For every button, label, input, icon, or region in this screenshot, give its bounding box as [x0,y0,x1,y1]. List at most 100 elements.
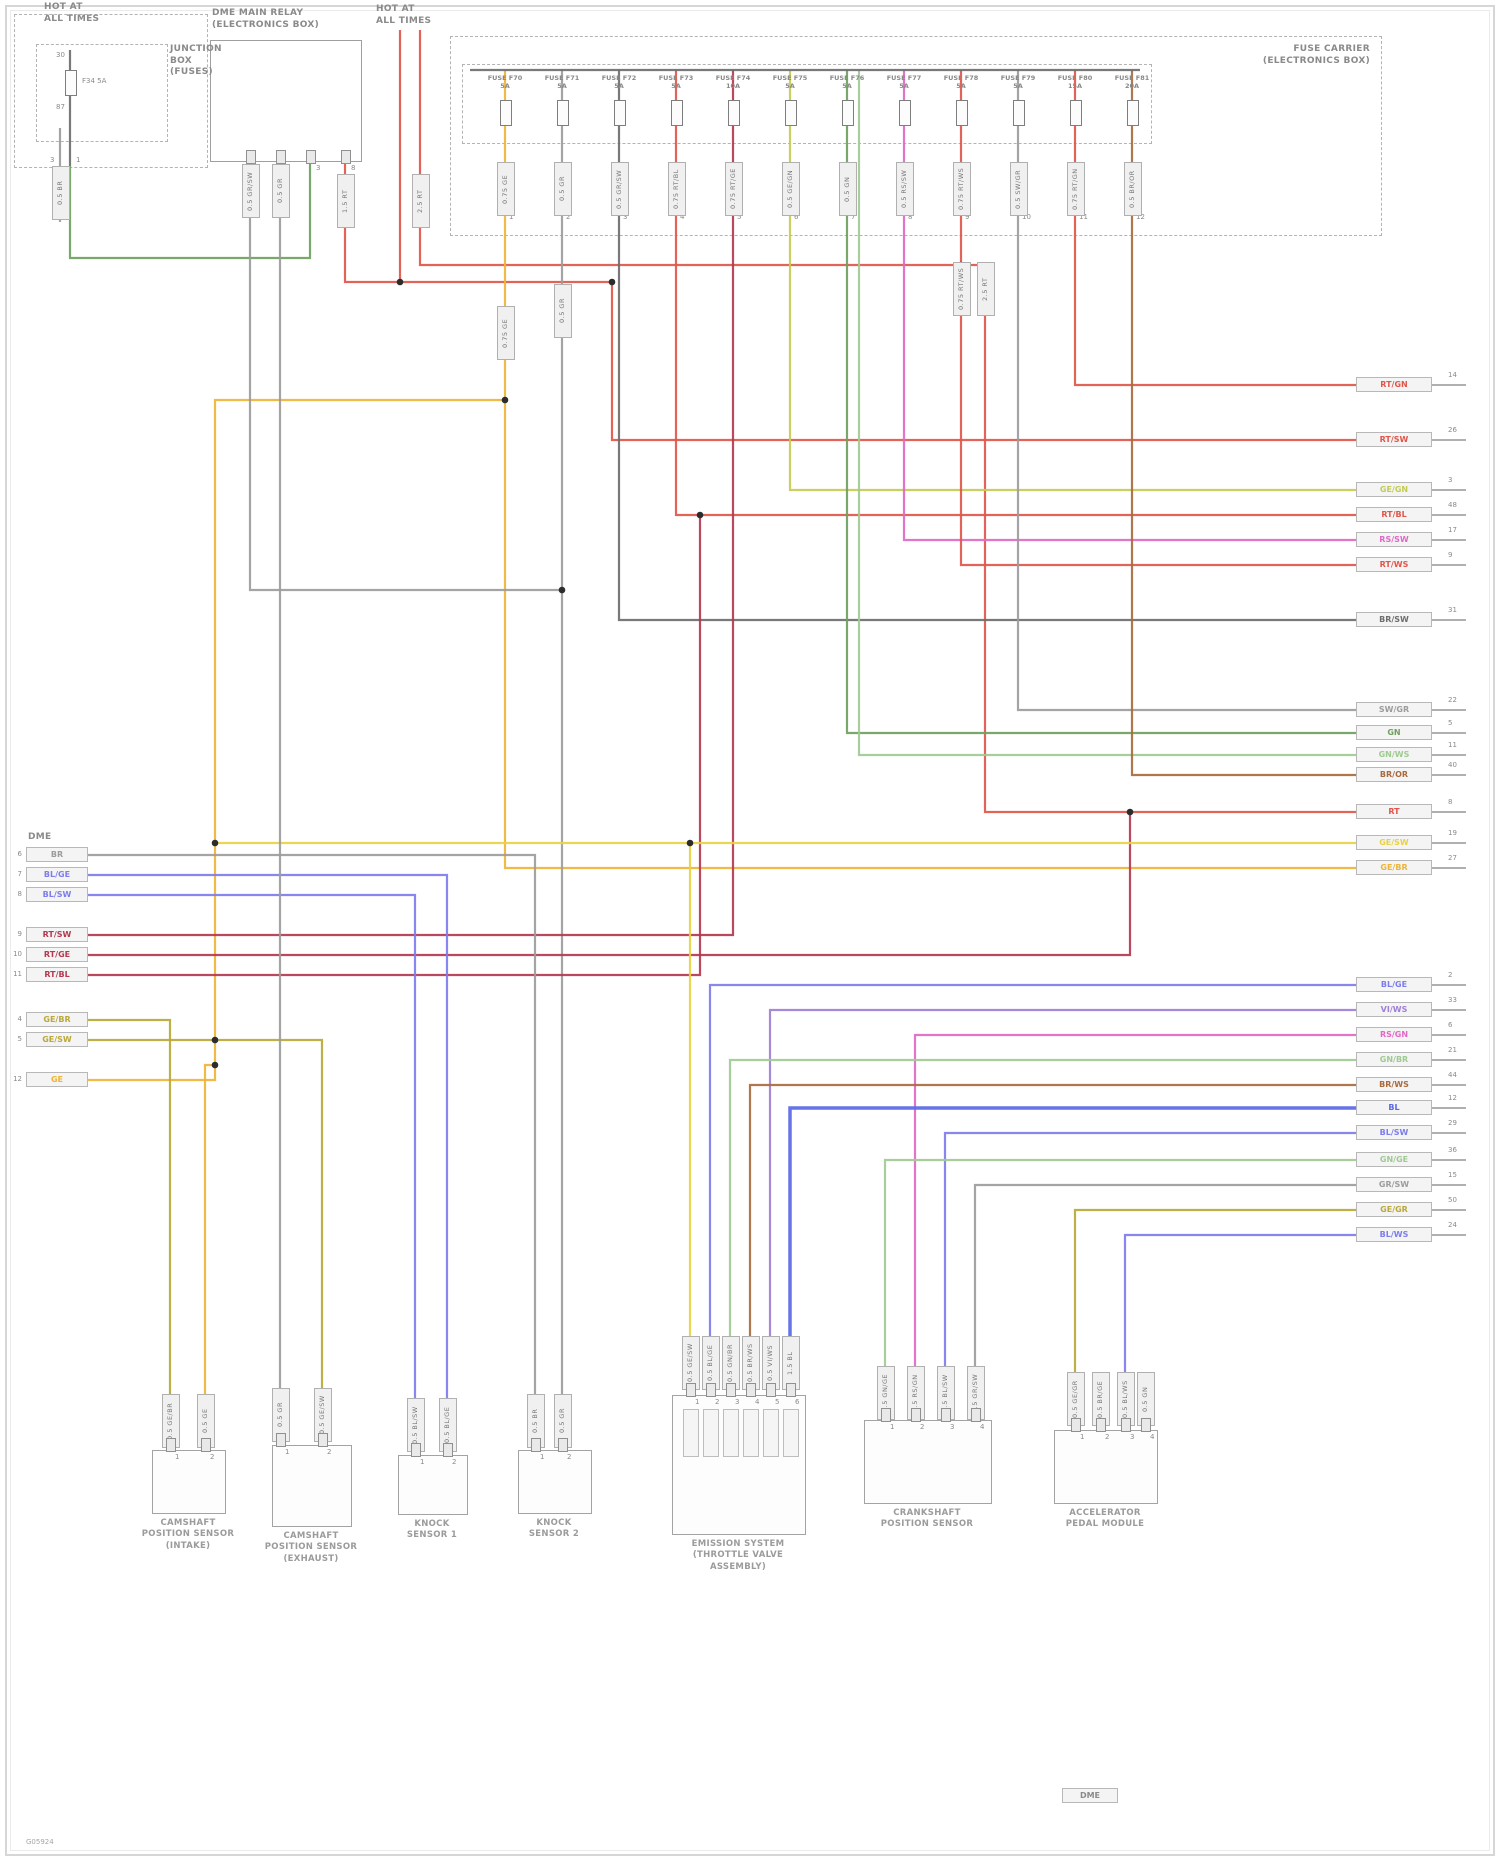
knock-sensor-2-caption-line-1: SENSOR 2 [528,1529,580,1540]
throttle-valve-assembly-pin-5 [786,1383,796,1397]
fuse-pin-number-8: 9 [965,213,970,221]
camshaft-position-sensor-exhaust-caption: CAMSHAFT POSITION SENSOR (EXHAUST) [250,1531,372,1565]
fuse-pin-number-9: 10 [1022,213,1031,221]
accelerator-pedal-module-pin-number-1: 2 [1105,1433,1110,1441]
junction-box-inner-outline [36,44,168,142]
wire-ge-8 [203,1063,215,1450]
wire-blt-37 [788,1106,1362,1395]
right-label-pin-15: 33 [1448,996,1457,1004]
wire-ge-6 [503,70,1362,870]
throttle-valve-assembly-slot-3 [743,1409,759,1457]
wire-gnl-39 [883,1158,1362,1420]
fuse-pin-number-4: 5 [737,213,742,221]
fuse-amps: 5A [785,82,795,91]
knock-sensor-2-pin-number-1: 2 [567,1453,572,1461]
fuse-name: FUSE F74 [715,74,751,82]
wire-rt-18 [959,70,1362,567]
fuse-symbol-0 [500,100,512,126]
junction-box-title-line1: JUNCTION [170,44,222,54]
wire-gauge-label-5: 0.75 GE [497,162,515,216]
right-label-pin-17: 21 [1448,1046,1457,1054]
accelerator-pedal-module-pin-number-2: 3 [1130,1433,1135,1441]
fuse-amps: 5A [1013,82,1023,91]
throttle-valve-assembly-pin-3 [746,1383,756,1397]
relay-header-line2: (ELECTRONICS BOX) [212,19,320,30]
throttle-valve-assembly-pin-2 [726,1383,736,1397]
throttle-valve-assembly-pin-0 [686,1383,696,1397]
fuse-label-2: FUSE F72 5A [593,74,645,90]
fuse-label-4: FUSE F74 10A [707,74,759,90]
accelerator-pedal-module-pin-3 [1141,1418,1151,1432]
camshaft-position-sensor-exhaust-caption-line-2: (EXHAUST) [283,1553,339,1564]
fuse-name: FUSE F79 [1000,74,1036,82]
junction-box-header: HOT AT ALL TIMES [44,2,99,25]
right-wire-label-3: RT/BL [1356,507,1432,522]
wire-br-21 [1130,70,1362,777]
wire-gauge-label-20: 2.5 RT [977,262,995,316]
fuse-amps: 5A [557,82,567,91]
knock-sensor-1-caption-line-1: SENSOR 1 [406,1530,458,1541]
fuse-symbol-8 [956,100,968,126]
right-wire-label-15: VI/WS [1356,1002,1432,1017]
wire-bl-27 [88,873,449,1455]
fuse-name: FUSE F77 [886,74,922,82]
left-wire-label-2: BL/SW [26,887,88,902]
knock-sensor-2-pin-0 [531,1438,541,1452]
right-label-pin-13: 27 [1448,854,1457,862]
right-label-stub-0 [1432,384,1466,386]
right-label-stub-10 [1432,774,1466,776]
wire-gr-10 [248,160,562,592]
knock-sensor-2 [518,1450,592,1514]
fuse-label-11: FUSE F81 20A [1106,74,1158,90]
wire-grd-11 [617,70,1362,622]
knock-sensor-2-pin-1 [558,1438,568,1452]
fuse-symbol-9 [1013,100,1025,126]
throttle-valve-assembly-slot-4 [763,1409,779,1457]
wire-gauge-label-0: 0.5 BR [52,166,70,220]
knock-sensor-1-pin-number-0: 1 [420,1458,425,1466]
right-label-pin-7: 22 [1448,696,1457,704]
fuse-symbol-11 [1127,100,1139,126]
right-label-pin-18: 44 [1448,1071,1457,1079]
throttle-valve-assembly-pin-4 [766,1383,776,1397]
crankshaft-position-sensor-pin-number-3: 4 [980,1423,985,1431]
wire-gauge-label-31: 0.5 GN/BR [722,1336,740,1390]
fuse-pin-number-7: 8 [908,213,913,221]
junction-box-pin-a: 3 [50,156,55,164]
left-wire-label-4: RT/GE [26,947,88,962]
right-label-pin-5: 9 [1448,551,1453,559]
right-label-stub-15 [1432,1009,1466,1011]
right-label-pin-4: 17 [1448,526,1457,534]
wire-rt-20 [1073,70,1362,387]
junction-dot-10 [686,839,694,847]
camshaft-position-sensor-intake-caption-line-0: CAMSHAFT [160,1518,216,1528]
right-label-pin-20: 29 [1448,1119,1457,1127]
fuse-name: FUSE F81 [1114,74,1150,82]
right-label-stub-2 [1432,489,1466,491]
fuse-label-6: FUSE F76 5A [821,74,873,90]
junction-box-outline [14,14,208,168]
left-wire-label-5: RT/BL [26,967,88,982]
right-wire-label-0: RT/GN [1356,377,1432,392]
wire-rt2-13 [88,70,735,937]
right-wire-label-10: BR/OR [1356,767,1432,782]
left-wire-label-8: GE [26,1072,88,1087]
wire-gauge-label-32: 0.5 BR/WS [742,1336,760,1390]
wire-gauge-label-6: 0.5 GR [554,162,572,216]
junction-box-header-line1: HOT AT [44,2,83,12]
right-label-stub-17 [1432,1059,1466,1061]
left-label-pin-6: 4 [17,1015,22,1023]
fuse-amps: 5A [500,82,510,91]
bottom-note-chip: DME [1062,1788,1118,1803]
dme-main-relay-box [210,40,362,162]
wire-gn-2 [68,160,312,260]
fuse-pin-number-1: 2 [566,213,571,221]
crankshaft-position-sensor-pin-1 [911,1408,921,1422]
knock-sensor-2-caption-line-0: KNOCK [536,1518,572,1528]
wire-br-36 [748,1083,1362,1395]
right-label-pin-12: 19 [1448,829,1457,837]
throttle-valve-assembly-pin-number-0: 1 [695,1398,700,1406]
fuse-amps: 20A [1124,82,1140,91]
right-label-pin-3: 48 [1448,501,1457,509]
right-label-stub-7 [1432,709,1466,711]
